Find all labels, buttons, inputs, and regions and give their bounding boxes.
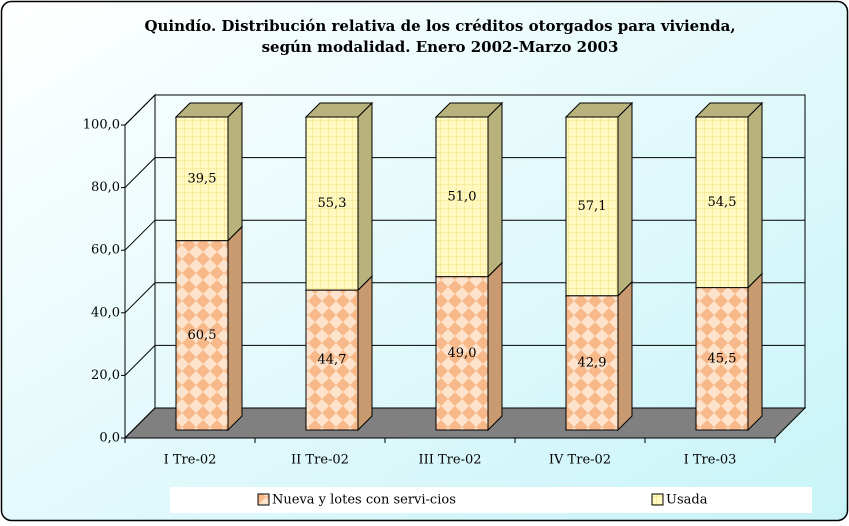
legend-label: Nueva y lotes con servi-cios [272, 493, 456, 508]
bar [175, 116, 229, 242]
x-tick-label: II Tre-02 [291, 453, 349, 468]
value-label: 45,5 [708, 351, 737, 366]
y-tick-label: 80,0 [91, 180, 120, 195]
legend-label: Usada [666, 493, 708, 508]
bar-side [747, 101, 763, 289]
bar [175, 240, 229, 431]
legend [170, 487, 812, 513]
y-tick-label: 100,0 [83, 118, 120, 133]
y-tick-label: 40,0 [91, 305, 120, 320]
bar [695, 116, 749, 289]
chart-title: según modalidad. Enero 2002-Marzo 2003 [262, 38, 619, 56]
value-label: 54,5 [708, 195, 737, 210]
bar [565, 116, 619, 297]
bar-side [227, 225, 243, 432]
value-label: 42,9 [578, 355, 607, 370]
value-label: 49,0 [448, 346, 477, 361]
x-tick-label: I Tre-02 [164, 453, 217, 468]
y-tick-label: 0,0 [99, 431, 120, 446]
bar [695, 287, 749, 431]
y-tick-label: 20,0 [91, 368, 120, 383]
grid-line [124, 94, 805, 126]
bar [435, 116, 489, 278]
bar-side [617, 101, 633, 297]
bar-side [227, 101, 243, 242]
bar-side [487, 101, 503, 278]
value-label: 55,3 [318, 196, 347, 211]
value-label: 44,7 [318, 353, 347, 368]
chart-title: Quindío. Distribución relativa de los cr… [144, 17, 735, 35]
bar [305, 116, 359, 291]
x-tick-label: III Tre-02 [418, 453, 481, 468]
value-label: 57,1 [578, 199, 607, 214]
value-label: 39,5 [188, 171, 217, 186]
x-tick-label: I Tre-03 [684, 453, 737, 468]
bar-side [617, 280, 633, 432]
bar-side [357, 274, 373, 432]
bar-side [487, 261, 503, 432]
x-tick-label: IV Tre-02 [549, 453, 611, 468]
bar-side [357, 101, 373, 292]
y-tick-label: 60,0 [91, 243, 120, 258]
bar-side [747, 272, 763, 432]
legend-swatch [651, 493, 664, 506]
legend-swatch [257, 493, 270, 506]
bar [305, 289, 359, 431]
bar [565, 295, 619, 431]
value-label: 51,0 [448, 189, 477, 204]
value-label: 60,5 [188, 328, 217, 343]
